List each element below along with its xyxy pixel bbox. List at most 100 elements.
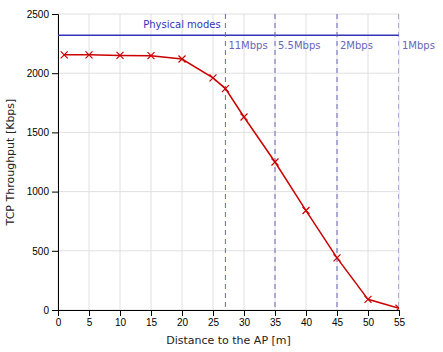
marker xyxy=(210,74,217,81)
grid-line xyxy=(58,73,399,74)
x-tick-mark xyxy=(120,310,121,316)
grid-line xyxy=(58,14,399,15)
x-tick: 45 xyxy=(332,310,344,328)
hline xyxy=(58,35,399,37)
x-tick: 35 xyxy=(270,310,282,328)
y-tick: 500 xyxy=(32,246,58,257)
x-tick-label: 0 xyxy=(56,317,62,328)
vline xyxy=(337,14,338,310)
grid-line xyxy=(58,191,399,192)
series xyxy=(61,51,399,310)
x-axis: 0 5 10 15 20 25 30 35 40 45 50 55 xyxy=(56,310,406,328)
x-tick-mark xyxy=(89,310,90,316)
x-tick: 40 xyxy=(301,310,313,328)
y-tick-label: 1500 xyxy=(27,127,50,138)
chart: 0 5 10 15 20 25 30 35 40 45 50 55 0 500 1000 1500 2000 25… xyxy=(0,0,443,352)
grid-line xyxy=(58,250,399,251)
x-tick-label: 10 xyxy=(115,317,127,328)
y-axis-title: TCP Throughput [Kbps] xyxy=(4,99,17,227)
x-tick-mark xyxy=(182,310,183,316)
x-tick-mark xyxy=(399,310,400,316)
reference-lines xyxy=(58,14,399,310)
grid-line xyxy=(151,14,152,310)
x-axis-title: Distance to the AP [m] xyxy=(166,334,291,347)
grid-line xyxy=(120,14,121,310)
x-tick-label: 25 xyxy=(208,317,220,328)
vline xyxy=(225,14,226,310)
x-tick-label: 45 xyxy=(332,317,344,328)
marker xyxy=(117,52,124,59)
grid xyxy=(58,14,399,310)
x-tick-label: 40 xyxy=(301,317,313,328)
annotations: 11Mbps 5.5Mbps 2Mbps 1Mbps Physical modes xyxy=(143,19,435,51)
x-tick-mark xyxy=(244,310,245,316)
y-tick-mark xyxy=(52,132,58,133)
x-tick-mark xyxy=(368,310,369,316)
y-tick-mark xyxy=(52,251,58,252)
marker xyxy=(179,55,186,62)
y-tick-mark xyxy=(52,310,58,311)
y-tick: 2000 xyxy=(27,68,58,79)
grid-line xyxy=(244,14,245,310)
y-tick: 1000 xyxy=(27,186,58,197)
marker xyxy=(148,52,155,59)
y-tick-label: 0 xyxy=(43,305,49,316)
x-tick-label: 15 xyxy=(146,317,158,328)
y-tick-label: 2500 xyxy=(27,9,50,20)
x-tick-label: 55 xyxy=(394,317,406,328)
x-tick-label: 20 xyxy=(177,317,189,328)
y-axis-line xyxy=(52,15,59,311)
x-tick-mark xyxy=(213,310,214,316)
grid-line xyxy=(399,14,400,310)
marker xyxy=(86,51,93,58)
y-tick-mark xyxy=(52,192,58,193)
y-tick: 1500 xyxy=(27,127,58,138)
grid-line xyxy=(58,132,399,133)
x-tick: 20 xyxy=(177,310,189,328)
x-tick: 30 xyxy=(239,310,251,328)
x-tick: 0 xyxy=(56,310,62,328)
grid-line xyxy=(89,14,90,310)
x-tick: 50 xyxy=(363,310,375,328)
line xyxy=(64,55,399,308)
marker xyxy=(272,159,279,166)
y-tick-label: 1000 xyxy=(27,186,50,197)
grid-line xyxy=(368,14,369,310)
marker xyxy=(303,207,310,214)
x-tick: 15 xyxy=(146,310,158,328)
grid-line xyxy=(213,14,214,310)
marker xyxy=(334,254,341,261)
x-tick-label: 30 xyxy=(239,317,251,328)
marker xyxy=(241,114,248,121)
grid-line xyxy=(306,14,307,310)
marker xyxy=(396,305,400,310)
x-tick: 5 xyxy=(87,310,93,328)
grid-line xyxy=(337,14,338,310)
y-axis: 0 500 1000 1500 2000 2500 xyxy=(27,9,59,316)
vline-label: 5.5Mbps xyxy=(278,40,320,51)
y-tick-label: 500 xyxy=(32,246,49,257)
y-tick-mark xyxy=(52,73,58,74)
x-tick-label: 5 xyxy=(87,317,93,328)
y-tick-mark xyxy=(52,14,58,15)
x-tick: 25 xyxy=(208,310,220,328)
vline xyxy=(399,14,400,310)
y-tick: 0 xyxy=(43,305,58,316)
x-tick: 55 xyxy=(394,310,406,328)
x-tick-mark xyxy=(306,310,307,316)
annotation: Physical modes xyxy=(143,19,220,30)
x-tick-label: 50 xyxy=(363,317,375,328)
x-tick-mark xyxy=(337,310,338,316)
vline-label: 2Mbps xyxy=(340,40,373,51)
x-tick-mark xyxy=(151,310,152,316)
vline-label: 1Mbps xyxy=(402,40,435,51)
marker xyxy=(365,296,372,303)
marker xyxy=(222,85,229,92)
marker xyxy=(61,51,68,58)
vline-label: 11Mbps xyxy=(228,40,267,51)
plot: 0 5 10 15 20 25 30 35 40 45 50 55 0 500 1000 1500 2000 25… xyxy=(27,9,435,328)
y-tick: 2500 xyxy=(27,9,58,20)
x-axis-line xyxy=(59,311,400,317)
y-tick-label: 2000 xyxy=(27,68,50,79)
x-tick: 10 xyxy=(115,310,127,328)
